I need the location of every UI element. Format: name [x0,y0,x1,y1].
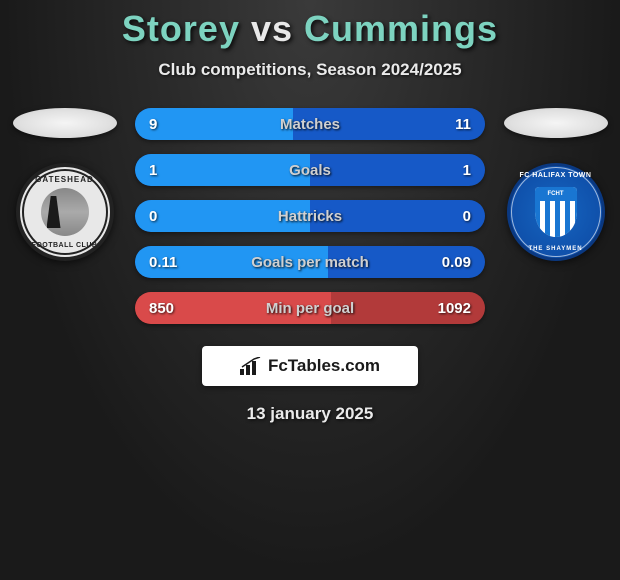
stat-left-value: 1 [149,162,157,179]
stat-fill [135,154,310,186]
stats-column: 9Matches111Goals10Hattricks00.11Goals pe… [135,108,485,324]
stat-bar: 1 Goals 1 [135,154,485,186]
club-badge-right: FC HALIFAX TOWN FCHT THE SHAYMEN [507,163,605,261]
player1-name: Storey [122,8,240,49]
stat-bar: 850 Min per goal 1092 [135,292,485,324]
badge-right-shield-text: FCHT [535,187,577,201]
stat-right-value: 1092 [438,300,471,317]
stat-bar: 0.11 Goals per match 0.09 [135,246,485,278]
stat-left-value: 850 [149,300,174,317]
stat-left-value: 0 [149,208,157,225]
badge-right-bottom-text: THE SHAYMEN [510,246,602,252]
badge-right-top-text: FC HALIFAX TOWN [510,172,602,179]
stat-bar: 9 Matches 11 [135,108,485,140]
stat-left-value: 9 [149,116,157,133]
stat-label: Goals per match [251,254,369,271]
vs-text: vs [251,8,293,49]
club-badge-left: GATESHEAD FOOTBALL CLUB [16,163,114,261]
brand-badge[interactable]: FcTables.com [202,346,418,386]
badge-left-top-text: GATESHEAD [20,175,110,184]
player2-name: Cummings [304,8,498,49]
left-column: GATESHEAD FOOTBALL CLUB [12,108,117,261]
stat-label: Min per goal [266,300,354,317]
stat-right-value: 11 [455,116,471,133]
badge-right-shield-icon: FCHT [535,187,577,237]
subtitle: Club competitions, Season 2024/2025 [0,60,620,80]
right-column: FC HALIFAX TOWN FCHT THE SHAYMEN [503,108,608,261]
stat-label: Goals [289,162,331,179]
stat-right-value: 0.09 [442,254,471,271]
stat-right-value: 1 [463,162,471,179]
comparison-title: Storey vs Cummings [0,8,620,50]
player1-photo [13,108,117,138]
brand-text: FcTables.com [268,356,380,376]
stat-label: Hattricks [278,208,342,225]
main-row: GATESHEAD FOOTBALL CLUB 9Matches111Goals… [0,108,620,324]
player2-photo [504,108,608,138]
stat-bar: 0 Hattricks 0 [135,200,485,232]
brand-chart-icon [240,357,262,375]
badge-left-center-icon [41,188,89,236]
stat-label: Matches [280,116,340,133]
stat-left-value: 0.11 [149,254,177,271]
date-text: 13 january 2025 [0,404,620,424]
stat-fill [135,108,293,140]
badge-left-bottom-text: FOOTBALL CLUB [20,242,110,249]
stat-right-value: 0 [463,208,471,225]
widget-container: Storey vs Cummings Club competitions, Se… [0,0,620,424]
